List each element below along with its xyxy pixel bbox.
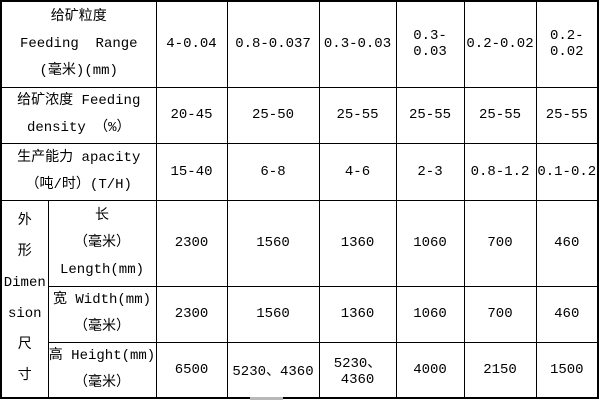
row-width: 宽 Width(mm) （毫米） 2300 1560 1360 1060 700… <box>1 285 599 343</box>
header-line: 给矿浓度 Feeding <box>17 93 141 109</box>
value-cell: 25-55 <box>463 86 537 144</box>
row-header-width: 宽 Width(mm) （毫米） <box>47 285 157 343</box>
row-header-feeding-range: 给矿粒度 Feeding Range (毫米)(mm) <box>0 0 157 88</box>
header-line: 长 <box>95 207 109 224</box>
value-cell: 0.2-0.02 <box>535 0 599 88</box>
header-line: Feeding Range <box>19 35 138 52</box>
header-line: （毫米） <box>74 319 130 335</box>
value-cell: 460 <box>535 285 599 343</box>
value-cell: 5230、4360 <box>226 341 320 399</box>
vertical-header-line: 外 <box>17 212 32 229</box>
value-cell: 5230、4360 <box>318 341 397 399</box>
header-line: (毫米)(mm) <box>39 62 118 79</box>
value-cell: 2-3 <box>395 142 465 201</box>
value-cell: 700 <box>463 199 537 287</box>
header-line: 高 Height(mm) <box>48 347 156 364</box>
value-cell: 25-55 <box>535 86 599 144</box>
value-cell: 4000 <box>395 341 465 399</box>
header-line: （毫米） <box>74 374 130 391</box>
value-cell: 15-40 <box>155 142 228 201</box>
value-cell: 25-50 <box>226 86 320 144</box>
value-cell: 2150 <box>463 341 537 399</box>
value-cell: 6-8 <box>226 142 320 201</box>
value-cell: 0.3-0.03 <box>395 0 465 88</box>
value-cell: 1060 <box>395 199 465 287</box>
value-cell: 25-55 <box>318 86 397 144</box>
header-line: 宽 Width(mm) <box>52 292 151 308</box>
vertical-header-line: 寸 <box>17 367 32 384</box>
value-cell: 6500 <box>155 341 228 399</box>
header-line: 给矿粒度 <box>50 8 107 25</box>
value-cell: 0.1-0.2 <box>535 142 599 201</box>
vertical-header-line: sion <box>7 305 42 322</box>
dimension-vertical-header: 外 形 Dimen sion 尺 寸 <box>0 199 49 399</box>
value-cell: 1360 <box>318 285 397 343</box>
vertical-header-line: 尺 <box>17 336 32 353</box>
header-line: density （%） <box>26 120 131 136</box>
value-cell: 0.8-0.037 <box>226 0 320 88</box>
value-cell: 4-0.04 <box>155 0 228 88</box>
header-line: （吨/时）(T/H) <box>25 176 132 193</box>
row-header-feeding-density: 给矿浓度 Feeding density （%） <box>0 86 157 144</box>
value-cell: 460 <box>535 199 599 287</box>
value-cell: 1560 <box>226 285 320 343</box>
bottom-edge-artifact <box>250 397 283 400</box>
value-cell: 1060 <box>395 285 465 343</box>
value-cell: 2300 <box>155 285 228 343</box>
row-height: 高 Height(mm) （毫米） 6500 5230、4360 5230、43… <box>1 341 599 399</box>
vertical-header-line: 形 <box>17 243 32 260</box>
row-capacity: 生产能力 apacity （吨/时）(T/H) 15-40 6-8 4-6 2-… <box>0 142 599 201</box>
value-cell: 20-45 <box>155 86 228 144</box>
value-cell: 0.3-0.03 <box>318 0 397 88</box>
value-cell: 2300 <box>155 199 228 287</box>
value-cell: 0.2-0.02 <box>463 0 537 88</box>
row-feeding-range: 给矿粒度 Feeding Range (毫米)(mm) 4-0.04 0.8-0… <box>0 0 599 88</box>
row-header-capacity: 生产能力 apacity （吨/时）(T/H) <box>0 142 157 201</box>
header-line: Length(mm) <box>59 261 144 278</box>
value-cell: 0.8-1.2 <box>463 142 537 201</box>
value-cell: 1560 <box>226 199 320 287</box>
value-cell: 4-6 <box>318 142 397 201</box>
header-line: （毫米） <box>74 234 130 251</box>
value-cell: 1500 <box>535 341 599 399</box>
row-header-length: 长 （毫米） Length(mm) <box>47 199 157 287</box>
value-cell: 1360 <box>318 199 397 287</box>
value-cell: 25-55 <box>395 86 465 144</box>
row-header-height: 高 Height(mm) （毫米） <box>47 341 157 399</box>
row-length: 外 形 Dimen sion 尺 寸 长 （毫米） Length(mm) 230… <box>0 199 599 399</box>
vertical-header-line: Dimen <box>3 274 46 291</box>
row-feeding-density: 给矿浓度 Feeding density （%） 20-45 25-50 25-… <box>0 86 599 144</box>
header-line: 生产能力 apacity <box>17 149 141 166</box>
value-cell: 700 <box>463 285 537 343</box>
